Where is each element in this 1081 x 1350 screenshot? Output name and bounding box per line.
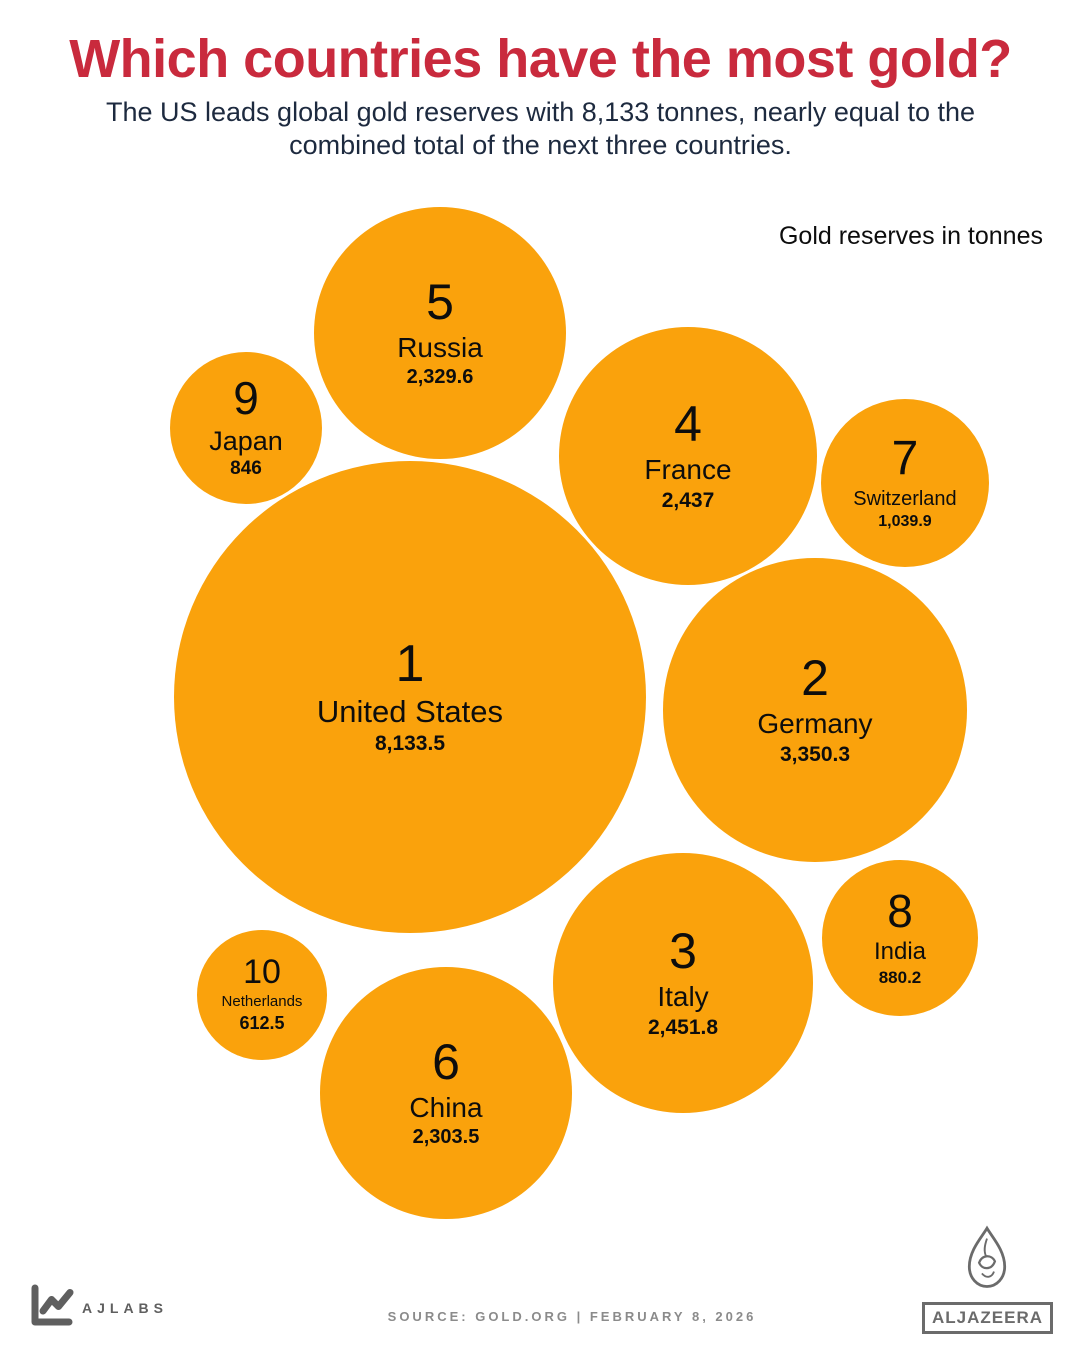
country-name: Netherlands [221,993,303,1011]
page-title: Which countries have the most gold? [69,29,1012,89]
country-name: Japan [209,425,283,456]
rank-number: 3 [669,923,697,980]
bubble-china: 6 China 2,303.5 [320,967,572,1219]
unit-label: Gold reserves in tonnes [778,222,1043,250]
country-name: Germany [757,708,873,740]
bubble-india: 8 India 880.2 [822,860,978,1016]
rank-number: 2 [801,650,829,707]
bubble-france: 4 France 2,437 [558,326,818,586]
bubble-switzerland: 7 Switzerland 1,039.9 [820,398,990,568]
country-name: Italy [657,981,709,1013]
rank-number: 1 [395,634,425,693]
reserve-value: 2,437 [661,488,715,512]
reserve-value: 8,133.5 [374,732,446,756]
rank-number: 8 [887,884,913,937]
rank-number: 6 [432,1033,460,1090]
reserve-value: 2,451.8 [647,1015,719,1039]
reserve-value: 2,329.6 [406,366,474,389]
country-name: United States [316,693,504,729]
reserve-value: 2,303.5 [412,1126,480,1149]
aljazeera-label: ALJAZEERA [921,1302,1053,1334]
line-chart-icon [30,1283,76,1332]
ajlabs-logo: AJLABS [30,1283,168,1332]
bubble-germany: 2 Germany 3,350.3 [663,558,967,862]
country-name: India [873,937,927,965]
bubble-italy: 3 Italy 2,451.8 [553,853,813,1113]
rank-number: 7 [891,431,919,485]
bubble-netherlands: 10 Netherlands 612.5 [197,930,327,1060]
reserve-value: 880.2 [878,967,922,987]
country-name: China [409,1091,483,1123]
bubble-united-states: 1 United States 8,133.5 [173,460,647,934]
aljazeera-logo: ALJAZEERA [921,1224,1053,1334]
ajlabs-label: AJLABS [82,1299,169,1316]
rank-number: 9 [233,372,259,425]
reserve-value: 1,039.9 [878,513,932,531]
reserve-value: 846 [230,458,262,480]
reserve-value: 612.5 [239,1012,285,1033]
rank-number: 5 [426,273,454,330]
rank-number: 10 [243,953,281,992]
country-name: France [644,454,732,486]
reserve-value: 3,350.3 [779,742,851,766]
country-name: Russia [397,331,483,363]
source-line: SOURCE: GOLD.ORG | FEBRUARY 8, 2026 [387,1309,757,1324]
aljazeera-calligraphy-icon [960,1224,1014,1299]
page-subtitle: The US leads global gold reserves with 8… [105,97,976,161]
bubble-japan: 9 Japan 846 [169,351,323,505]
country-name: Switzerland [853,487,957,510]
rank-number: 4 [674,396,702,453]
bubble-russia: 5 Russia 2,329.6 [313,206,567,460]
